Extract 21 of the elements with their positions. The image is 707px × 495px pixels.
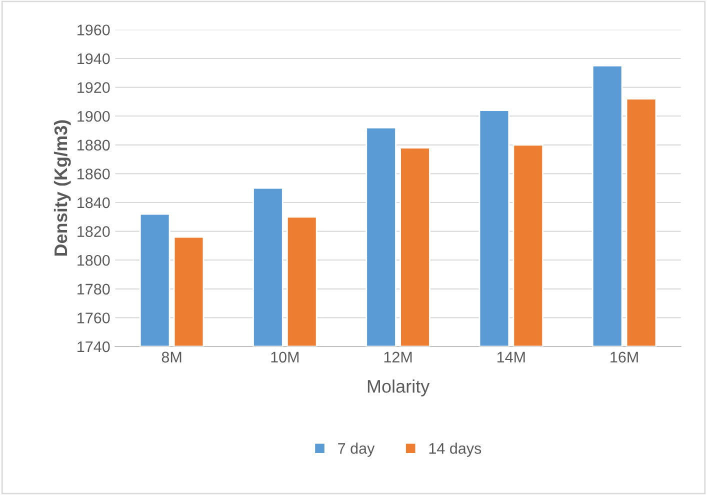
y-tick-label: 1860 — [78, 168, 110, 180]
x-tick-label: 14M — [497, 352, 525, 362]
y-tick-label: 1920 — [78, 82, 110, 93]
y-axis-title: Density (Kg/m3) — [54, 120, 71, 256]
y-tick-label: 1800 — [78, 254, 110, 266]
y-tick-label: 1900 — [78, 110, 110, 122]
x-tick-label: 10M — [271, 352, 299, 363]
y-tick-label: 1940 — [78, 53, 110, 64]
y-tick-label: 1760 — [78, 312, 110, 324]
legend-label: 7 day — [338, 442, 375, 457]
y-tick-label: 1780 — [78, 284, 110, 295]
x-tick-label: 12M — [384, 352, 412, 362]
y-tick-label: 1840 — [78, 197, 110, 208]
y-tick-label: 1740 — [78, 341, 110, 352]
x-tick-label: 8M — [162, 352, 182, 363]
x-axis-title: Molarity — [368, 379, 430, 396]
legend-label: 14 days — [429, 442, 482, 457]
y-tick-label: 1960 — [78, 24, 110, 36]
y-tick-label: 1820 — [78, 226, 110, 237]
y-tick-label: 1880 — [78, 140, 110, 151]
x-tick-label: 16M — [610, 352, 638, 363]
